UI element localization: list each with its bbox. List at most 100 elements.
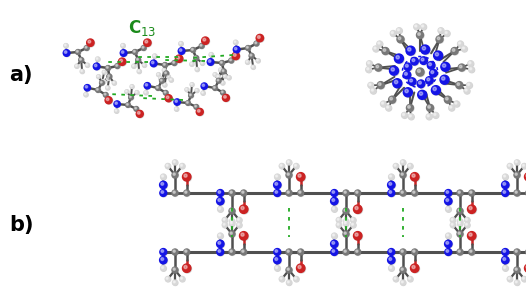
Circle shape <box>221 69 226 74</box>
Circle shape <box>256 59 260 63</box>
Circle shape <box>344 222 349 227</box>
Circle shape <box>406 64 408 67</box>
Circle shape <box>160 190 167 197</box>
Circle shape <box>227 76 231 80</box>
Circle shape <box>143 64 147 67</box>
Circle shape <box>458 42 463 47</box>
Circle shape <box>391 68 394 71</box>
Circle shape <box>227 76 231 80</box>
Circle shape <box>252 66 254 67</box>
Circle shape <box>433 51 443 60</box>
Circle shape <box>151 61 154 64</box>
Circle shape <box>126 103 130 108</box>
Circle shape <box>196 89 197 91</box>
Circle shape <box>229 58 234 63</box>
Circle shape <box>377 82 384 89</box>
Circle shape <box>63 50 70 56</box>
Circle shape <box>389 174 394 179</box>
Circle shape <box>400 160 406 165</box>
Circle shape <box>196 68 197 69</box>
Circle shape <box>458 219 462 224</box>
Circle shape <box>458 220 460 222</box>
Circle shape <box>137 69 141 73</box>
Circle shape <box>394 54 403 63</box>
Circle shape <box>437 36 443 43</box>
Circle shape <box>389 66 399 75</box>
Circle shape <box>391 31 393 34</box>
Circle shape <box>229 190 235 196</box>
Circle shape <box>189 94 191 96</box>
Circle shape <box>287 190 292 196</box>
Circle shape <box>164 91 168 95</box>
Circle shape <box>137 58 138 60</box>
Circle shape <box>104 93 108 97</box>
Circle shape <box>173 173 178 178</box>
Circle shape <box>126 103 130 107</box>
Circle shape <box>222 217 227 222</box>
Circle shape <box>390 266 391 268</box>
Circle shape <box>220 61 225 66</box>
Circle shape <box>287 280 292 285</box>
Circle shape <box>229 249 235 255</box>
Circle shape <box>417 69 424 77</box>
Circle shape <box>217 198 224 205</box>
Circle shape <box>228 76 229 78</box>
Circle shape <box>97 75 100 79</box>
Circle shape <box>275 191 278 193</box>
Circle shape <box>409 78 417 86</box>
Circle shape <box>196 108 203 115</box>
Circle shape <box>185 88 189 92</box>
Circle shape <box>274 182 281 189</box>
Circle shape <box>163 69 166 72</box>
Circle shape <box>444 31 450 37</box>
Circle shape <box>383 49 386 51</box>
Circle shape <box>160 79 162 81</box>
Circle shape <box>366 67 372 73</box>
Circle shape <box>209 53 214 57</box>
Circle shape <box>173 160 178 165</box>
Circle shape <box>222 218 228 223</box>
Circle shape <box>249 53 254 58</box>
Circle shape <box>223 218 225 220</box>
Circle shape <box>367 61 372 67</box>
Circle shape <box>186 101 191 106</box>
Circle shape <box>224 75 227 78</box>
Circle shape <box>465 218 470 223</box>
Circle shape <box>208 59 215 66</box>
Circle shape <box>201 83 207 89</box>
Circle shape <box>274 256 281 264</box>
Circle shape <box>355 249 361 255</box>
Circle shape <box>411 265 420 273</box>
Circle shape <box>404 72 407 75</box>
Circle shape <box>246 61 248 62</box>
Circle shape <box>164 83 165 85</box>
Circle shape <box>287 161 289 163</box>
Circle shape <box>121 44 125 48</box>
Circle shape <box>160 249 167 256</box>
Circle shape <box>458 250 460 252</box>
Circle shape <box>388 257 396 264</box>
Circle shape <box>279 163 285 169</box>
Circle shape <box>426 77 434 85</box>
Circle shape <box>287 281 289 283</box>
Circle shape <box>159 77 163 81</box>
Circle shape <box>462 47 464 49</box>
Circle shape <box>389 258 392 260</box>
Circle shape <box>447 207 449 209</box>
Circle shape <box>389 191 392 193</box>
Circle shape <box>118 58 126 65</box>
Circle shape <box>275 266 280 271</box>
Circle shape <box>255 41 259 46</box>
Circle shape <box>298 249 304 255</box>
Circle shape <box>195 105 197 107</box>
Circle shape <box>351 223 356 228</box>
Circle shape <box>393 164 399 169</box>
Circle shape <box>503 182 505 185</box>
Circle shape <box>125 90 129 94</box>
Circle shape <box>164 71 169 76</box>
Circle shape <box>286 172 292 178</box>
Circle shape <box>195 89 199 93</box>
Circle shape <box>190 83 194 86</box>
Circle shape <box>201 92 203 93</box>
Circle shape <box>514 249 520 255</box>
